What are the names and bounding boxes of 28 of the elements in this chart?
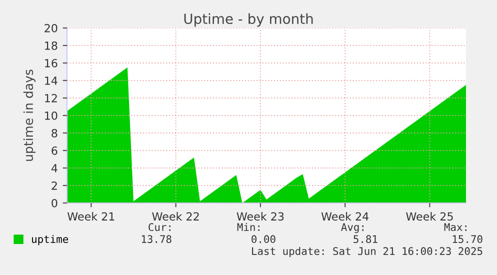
text: Last update: Sat Jun 21 16:00:23 2025 bbox=[252, 246, 482, 258]
y-tick-label: 12 bbox=[45, 94, 57, 102]
legend-label: uptime bbox=[32, 234, 68, 246]
text: Max: bbox=[444, 223, 466, 232]
x-tick-label: Week 25 bbox=[406, 212, 453, 221]
y-tick-label: 0 bbox=[52, 198, 58, 208]
text: Min: bbox=[237, 222, 260, 231]
chart-title: Uptime - by month bbox=[184, 13, 313, 27]
y-tick-label: 4 bbox=[51, 164, 58, 172]
y-tick-label: 6 bbox=[52, 146, 58, 155]
text: Cur: bbox=[148, 223, 170, 232]
text: 15.70 bbox=[452, 235, 482, 244]
x-tick-label: Week 23 bbox=[236, 212, 284, 221]
y-tick-label: 8 bbox=[52, 128, 58, 138]
x-tick-label: Week 22 bbox=[152, 212, 199, 221]
x-tick-label: Week 24 bbox=[321, 212, 369, 221]
y-tick-label: 14 bbox=[45, 76, 58, 85]
text: 13.78 bbox=[142, 235, 172, 244]
text: Avg: bbox=[341, 223, 364, 234]
y-tick-label: 10 bbox=[45, 111, 58, 120]
text: 5.81 bbox=[354, 235, 378, 244]
y-tick-label: 2 bbox=[52, 181, 57, 190]
y-tick-label: 20 bbox=[44, 24, 58, 32]
y-axis-title: uptime in days bbox=[23, 70, 36, 161]
y-tick-label: 16 bbox=[45, 58, 58, 68]
y-tick-label: 18 bbox=[45, 41, 58, 50]
text: 0.00 bbox=[252, 235, 276, 244]
x-tick-label: Week 21 bbox=[67, 212, 114, 221]
